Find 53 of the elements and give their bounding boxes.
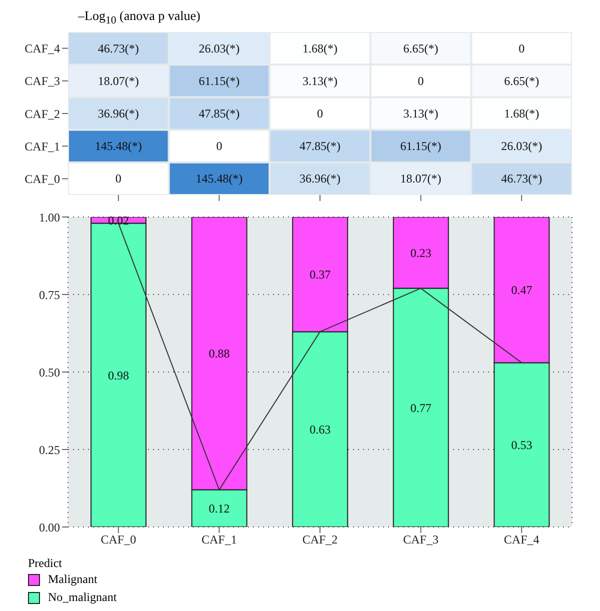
data-label: 46.73(*) (501, 171, 542, 186)
data-label: 47.85(*) (300, 138, 340, 153)
data-label: 0.12 (208, 501, 230, 516)
data-label: 47.85(*) (198, 106, 240, 120)
y-tick-label: 0.25 (39, 442, 60, 456)
legend-label: Malignant (48, 572, 98, 588)
data-label: 0.37 (310, 267, 331, 282)
data-label: 26.03(*) (501, 138, 542, 153)
data-label: 1.68(*) (504, 106, 540, 120)
x-tick-label: CAF_2 (302, 532, 338, 546)
data-label: 0.98 (108, 368, 129, 382)
y-tick-label: CAF_1 (24, 138, 60, 153)
data-label: 3.13(*) (403, 106, 438, 120)
data-label: 6.65(*) (403, 40, 438, 55)
data-label: 18.07(*) (400, 171, 442, 186)
y-tick-label: CAF_4 (24, 41, 60, 56)
data-label: 145.48(*) (94, 138, 142, 153)
data-label: 36.96(*) (98, 106, 139, 120)
data-label: 145.48(*) (196, 171, 243, 186)
legend-title: Predict (28, 556, 63, 571)
data-label: 0.47 (511, 282, 532, 297)
y-tick-label: 0.75 (39, 287, 60, 302)
data-label: 36.96(*) (300, 171, 340, 186)
chart-title: –Log$_{10}$ (anova p value) (78, 8, 202, 27)
data-label: 18.07(*) (98, 73, 139, 88)
data-label: 61.15(*) (400, 138, 442, 153)
data-label: 0 (518, 40, 525, 55)
legend-label: No_malignant (48, 590, 117, 606)
data-label: 6.65(*) (504, 73, 540, 88)
y-tick-label: 0.50 (39, 364, 60, 379)
x-tick-label: CAF_0 (100, 532, 136, 546)
y-tick-label: 0.00 (39, 520, 60, 534)
data-label: 0.88 (208, 346, 230, 360)
data-label: 46.73(*) (98, 40, 139, 55)
y-tick-label: CAF_0 (24, 172, 60, 186)
x-tick-label: CAF_3 (403, 532, 438, 546)
data-label: 0.53 (511, 438, 532, 452)
data-label: 0.23 (410, 246, 432, 260)
x-tick-label: CAF_4 (504, 532, 540, 546)
data-label: 61.15(*) (198, 73, 240, 88)
data-label: 0.63 (310, 422, 331, 436)
y-tick-label: CAF_2 (24, 106, 60, 120)
y-tick-label: 1.00 (39, 210, 60, 224)
data-label: 0 (418, 73, 424, 88)
x-tick-label: CAF_1 (202, 532, 237, 546)
data-label: 0 (216, 138, 222, 153)
data-label: 1.68(*) (302, 40, 338, 55)
data-label: 26.03(*) (198, 40, 240, 55)
data-label: 0.77 (410, 400, 432, 415)
data-label: 0 (317, 106, 323, 120)
data-label: 3.13(*) (302, 73, 338, 88)
data-label: 0 (115, 171, 122, 186)
y-tick-label: CAF_3 (24, 74, 60, 88)
